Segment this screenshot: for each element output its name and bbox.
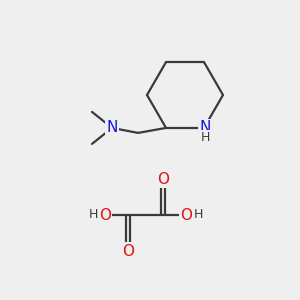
Text: H: H [193,208,203,220]
Text: N: N [199,120,211,135]
Text: H: H [200,131,210,144]
Text: O: O [157,172,169,187]
Text: O: O [180,208,192,223]
Text: O: O [99,208,111,223]
Text: H: H [88,208,98,220]
Text: N: N [106,120,118,135]
Text: O: O [122,244,134,259]
